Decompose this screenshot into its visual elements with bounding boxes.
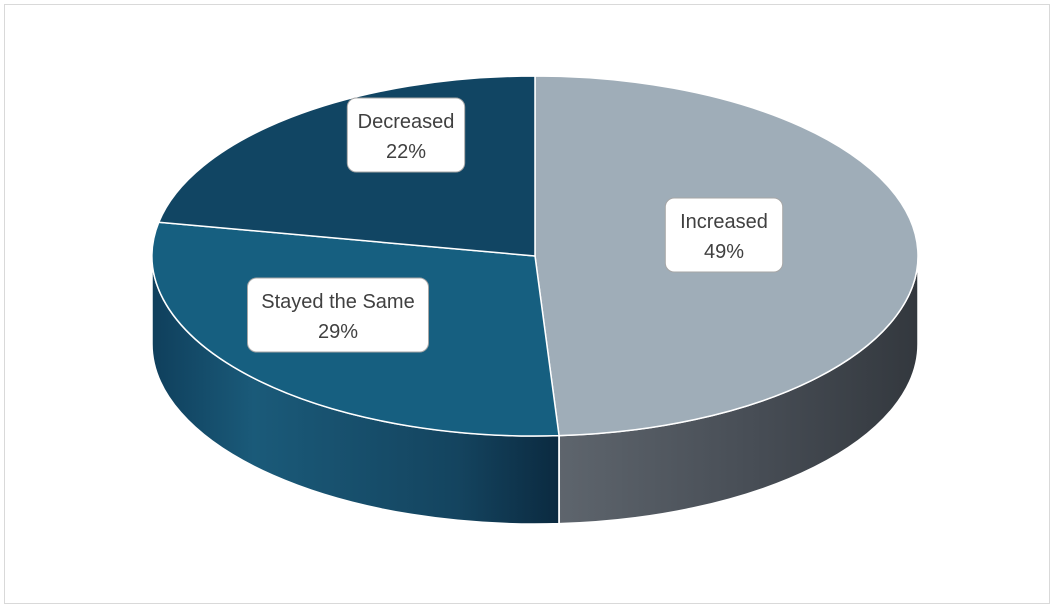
data-label-percent: 29% <box>318 321 358 343</box>
data-label-box <box>664 197 784 273</box>
data-label-box <box>346 97 466 173</box>
data-label-category: Decreased <box>358 111 455 133</box>
data-label-category: Increased <box>680 211 768 233</box>
data-label-stayed-the-same: Stayed the Same 29% <box>247 277 429 353</box>
data-label-percent: 22% <box>386 141 426 163</box>
data-label-category: Stayed the Same <box>261 291 414 313</box>
data-label-increased: Increased 49% <box>664 197 784 273</box>
data-label-box <box>247 277 429 353</box>
data-label-decreased: Decreased 22% <box>346 97 466 173</box>
data-label-percent: 49% <box>704 241 744 263</box>
